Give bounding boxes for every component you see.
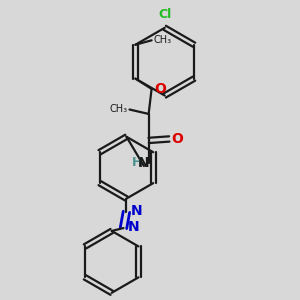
Text: N: N	[127, 220, 139, 234]
Text: O: O	[172, 132, 184, 146]
Text: N: N	[138, 155, 150, 170]
Text: N: N	[130, 204, 142, 218]
Text: O: O	[154, 82, 166, 96]
Text: H: H	[132, 156, 142, 169]
Text: CH₃: CH₃	[110, 104, 128, 114]
Text: CH₃: CH₃	[153, 35, 171, 45]
Text: Cl: Cl	[158, 8, 171, 21]
